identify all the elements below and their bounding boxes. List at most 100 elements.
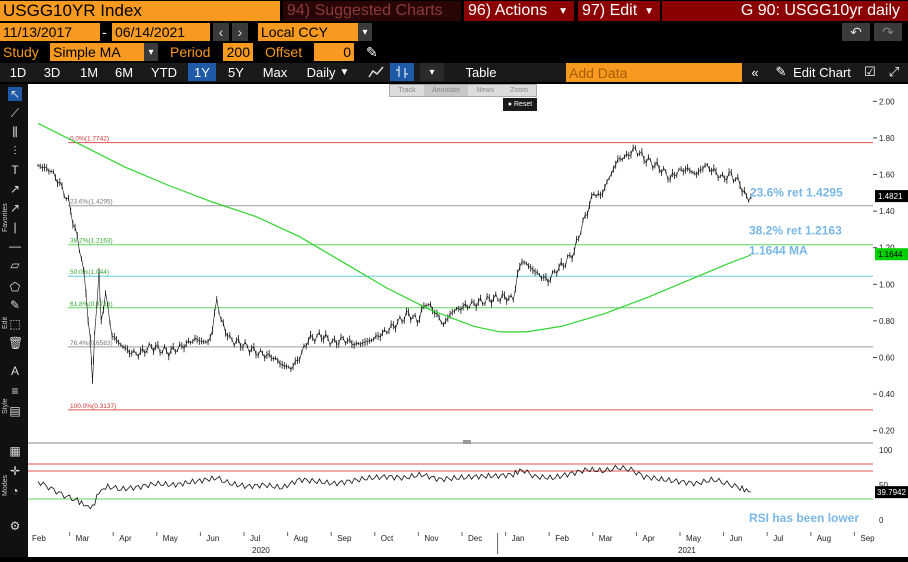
- y-tick-label: 1.80: [879, 134, 895, 143]
- x-tick-label: Jul: [250, 534, 260, 543]
- redo-icon[interactable]: ↷: [874, 23, 902, 41]
- range-max[interactable]: Max: [262, 64, 288, 80]
- edit-tab[interactable]: Edit: [2, 316, 9, 329]
- zoom-button[interactable]: Zoom: [510, 87, 528, 94]
- bar-chart-icon[interactable]: [390, 63, 414, 81]
- start-date-field[interactable]: 11/13/2017: [0, 23, 100, 41]
- chevron-down-icon[interactable]: ▾: [144, 43, 158, 61]
- edit-label: 97) Edit: [582, 2, 638, 19]
- edit-chart-button[interactable]: Edit Chart: [793, 64, 851, 80]
- edit-menu[interactable]: 97) Edit ▼: [578, 1, 660, 21]
- ma-line: [37, 122, 752, 333]
- x-tick-label: Feb: [32, 534, 46, 543]
- main-panel: [28, 84, 873, 442]
- fib-extension-icon[interactable]: ⫶: [13, 144, 17, 158]
- chevron-down-icon[interactable]: ▾: [420, 63, 444, 81]
- range-1y[interactable]: 1Y: [188, 63, 216, 81]
- suggested-charts-button[interactable]: 94) Suggested Charts: [283, 1, 461, 21]
- range-1d[interactable]: 1D: [9, 64, 27, 80]
- modes-tab[interactable]: Modes: [2, 474, 9, 496]
- range-ytd[interactable]: YTD: [151, 64, 177, 80]
- header-bar: USGG10YR Index 94) Suggested Charts 96) …: [0, 0, 908, 22]
- y-axis: 2.00 1.80 1.60 1.40 1.20 1.00 0.80 0.60 0.40 0.20: [873, 97, 895, 436]
- pencil-icon: ✎: [775, 64, 787, 79]
- trash-icon[interactable]: 🗑: [8, 336, 24, 350]
- currency-select[interactable]: Local CCY: [258, 23, 358, 41]
- fib-label: 50.0%(1.044): [70, 269, 109, 276]
- actions-menu[interactable]: 96) Actions ▼: [464, 1, 574, 21]
- cycle-icon[interactable]: ◔: [11, 484, 19, 498]
- shape-icon[interactable]: ⬠: [9, 280, 21, 294]
- fib-retracement-icon[interactable]: ⫼: [12, 125, 18, 139]
- y-tick-label: 0.60: [879, 353, 895, 362]
- rsi-last-tag: [875, 486, 908, 499]
- range-5y[interactable]: 5Y: [228, 64, 244, 80]
- edit-box-icon[interactable]: ☑: [864, 64, 876, 79]
- news-button[interactable]: News: [476, 87, 494, 94]
- y-tick-label: 0.40: [879, 390, 895, 399]
- x-tick-label: May: [686, 534, 701, 543]
- text-style-icon[interactable]: A: [10, 364, 19, 378]
- crosshair-icon[interactable]: ✛: [9, 464, 21, 478]
- text-icon[interactable]: T: [11, 163, 19, 177]
- offset-field[interactable]: 0: [314, 43, 354, 61]
- x-tick-label: Apr: [119, 534, 132, 543]
- end-date-field[interactable]: 06/14/2021: [112, 23, 210, 41]
- chevron-right-icon[interactable]: ›: [232, 23, 248, 41]
- layout-icon[interactable]: ▦: [9, 444, 21, 458]
- pointer-icon[interactable]: ↖: [8, 87, 22, 101]
- x-tick-label: Aug: [294, 534, 308, 543]
- fill-icon[interactable]: ▤: [9, 404, 21, 418]
- range-3d[interactable]: 3D: [43, 64, 61, 80]
- x-tick-label: Aug: [817, 534, 831, 543]
- trend-line-icon[interactable]: ↗: [9, 182, 21, 196]
- actions-label: 96) Actions: [468, 2, 548, 19]
- ticker-field[interactable]: USGG10YR Index: [0, 1, 280, 21]
- price-series: [37, 144, 752, 384]
- draw-line-icon[interactable]: ⟋: [10, 106, 20, 120]
- channel-icon[interactable]: ▱: [10, 258, 20, 272]
- x-tick-label: Nov: [424, 534, 438, 543]
- expand-icon[interactable]: ⤢: [888, 64, 900, 79]
- vertical-line-icon[interactable]: |: [13, 220, 17, 234]
- arrow-icon[interactable]: ↗: [9, 201, 21, 215]
- annotate-button[interactable]: Annotate: [423, 85, 469, 96]
- x-tick-label: Feb: [555, 534, 569, 543]
- chart-area[interactable]: 2.00 1.80 1.60 1.40 1.20 1.00 0.80 0.60 0.40 0.20…: [0, 84, 908, 557]
- y-tick-label: 0.20: [879, 427, 895, 436]
- reset-button[interactable]: ● Reset: [503, 98, 537, 111]
- rsi-tick-label: 0: [879, 516, 884, 525]
- style-tab[interactable]: Style: [2, 398, 9, 414]
- undo-icon[interactable]: ↶: [842, 23, 870, 41]
- chevron-left-icon[interactable]: ‹: [213, 23, 229, 41]
- rsi-line: [37, 464, 751, 510]
- fib-label: 38.2%(1.2163): [70, 238, 113, 245]
- track-button[interactable]: Track: [398, 87, 416, 94]
- rsi-annotation: RSI has been lower: [749, 511, 859, 525]
- x-tick-label: Jul: [773, 534, 783, 543]
- add-data-input[interactable]: Add Data: [566, 63, 742, 82]
- range-1m[interactable]: 1M: [79, 64, 99, 80]
- favorites-tab[interactable]: Favorites: [2, 203, 9, 232]
- range-6m[interactable]: 6M: [114, 64, 134, 80]
- rsi-tick-label: 50: [879, 481, 888, 490]
- fib-label: 23.6%(1.4295): [70, 199, 113, 206]
- period-field[interactable]: 200: [223, 43, 253, 61]
- line-style-icon[interactable]: ≡: [11, 384, 19, 398]
- chart-canvas[interactable]: 2.00 1.80 1.60 1.40 1.20 1.00 0.80 0.60 0.40 0.20…: [0, 84, 908, 557]
- study-select[interactable]: Simple MA: [50, 43, 144, 61]
- gear-icon[interactable]: ⚙: [9, 519, 21, 533]
- double-chevron-left-icon[interactable]: «: [751, 64, 759, 80]
- pencil-icon[interactable]: ✎: [366, 43, 378, 60]
- brush-icon[interactable]: ✎: [9, 298, 21, 312]
- table-button[interactable]: Table: [465, 64, 497, 80]
- y-tick-label: 0.80: [879, 317, 895, 326]
- fib-label: 0.0%(1.7742): [70, 136, 109, 143]
- select-icon[interactable]: ⬚: [9, 317, 21, 331]
- chevron-down-icon[interactable]: ▾: [358, 23, 372, 41]
- horizontal-line-icon[interactable]: —: [9, 239, 21, 253]
- frequency-select[interactable]: Daily ▼: [298, 63, 358, 81]
- period-label: Period: [170, 44, 211, 60]
- line-chart-icon[interactable]: [365, 63, 387, 81]
- date-controls: 11/13/2017 - 06/14/2021 ‹ › Local CCY ▾ …: [0, 22, 908, 42]
